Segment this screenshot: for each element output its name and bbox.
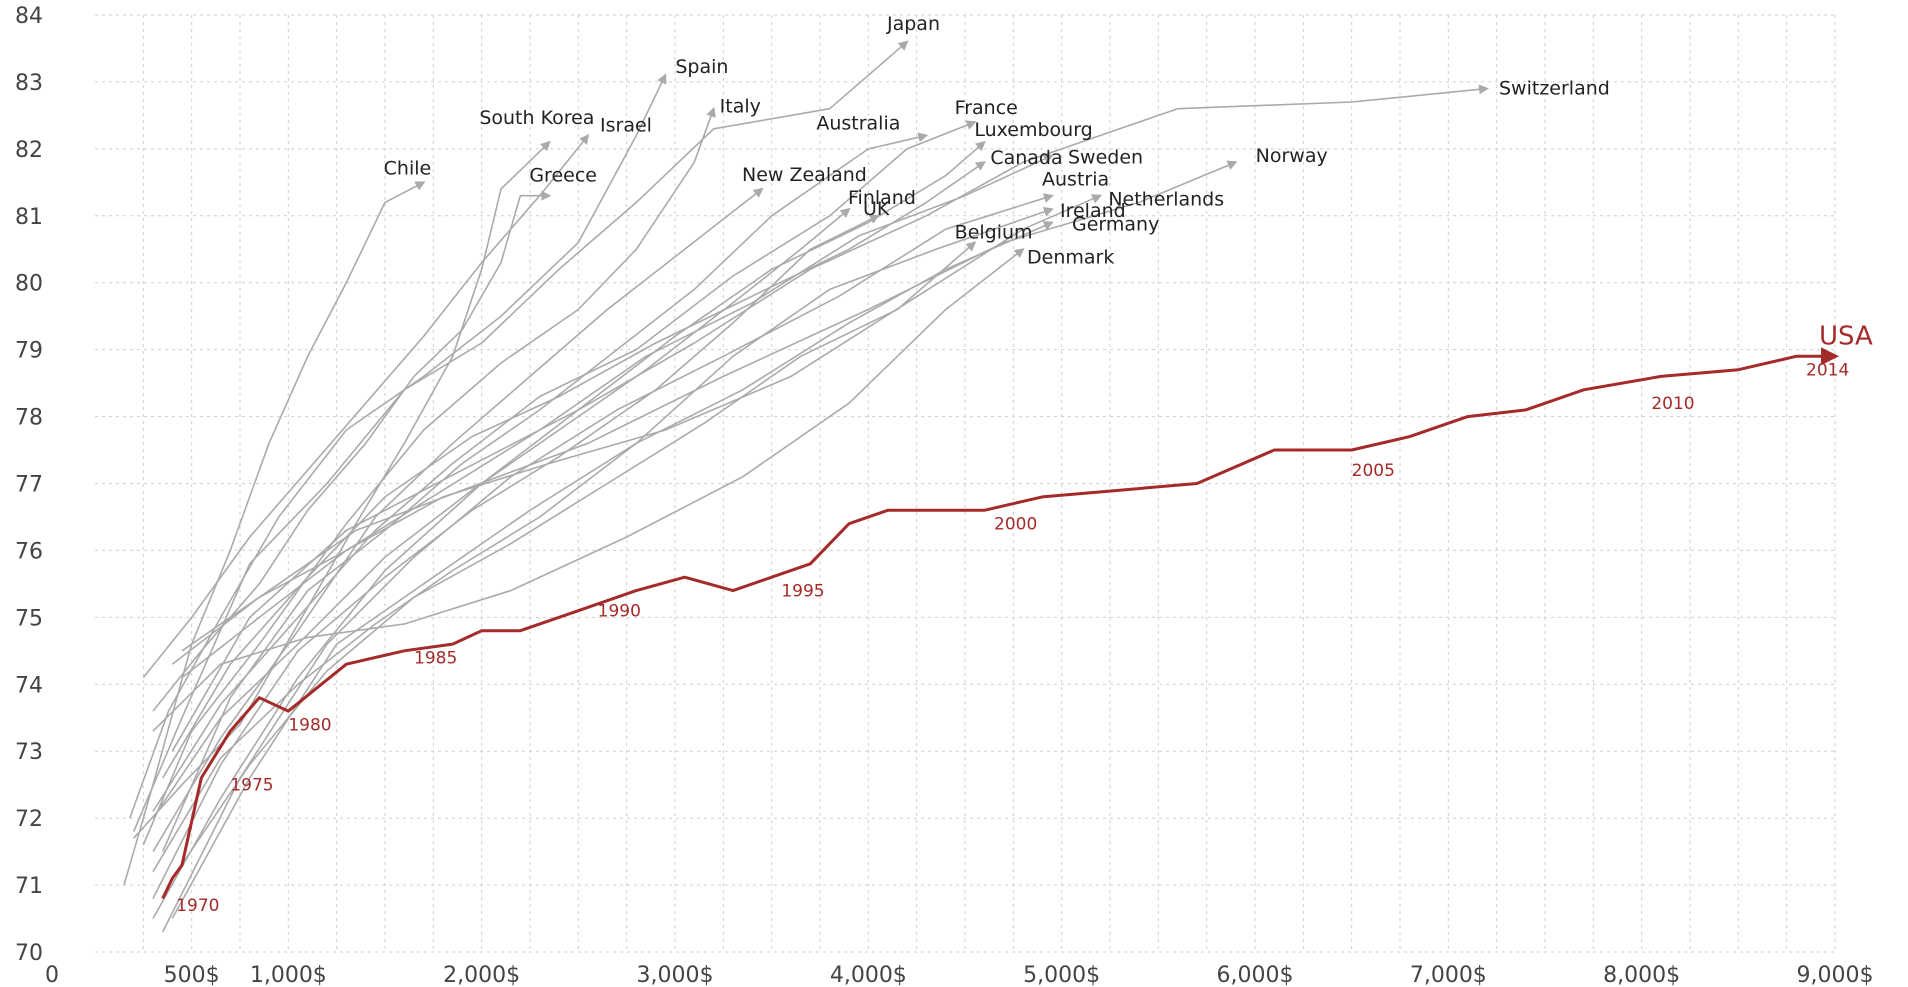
y-tick-label: 71 (15, 874, 43, 899)
y-tick-label: 79 (15, 339, 43, 364)
y-tick-label: 82 (15, 138, 43, 163)
series-label-finland: Finland (848, 187, 916, 209)
series-line-france (152, 120, 977, 812)
x-tick-label: 6,000$ (1217, 963, 1294, 987)
series-label-luxembourg: Luxembourg (974, 119, 1092, 141)
y-tick-label: 80 (15, 272, 43, 297)
series-label-spain: Spain (675, 56, 728, 78)
series-label-japan: Japan (886, 13, 940, 35)
series-line-italy (142, 106, 716, 846)
series-line-denmark (152, 248, 1025, 732)
series-label-italy: Italy (720, 96, 761, 118)
series-label-uk: UK (863, 198, 890, 220)
year-label-1990: 1990 (598, 602, 641, 622)
series-line-uk (152, 207, 851, 819)
year-label-1970: 1970 (176, 896, 219, 916)
x-tick-label: 5,000$ (1023, 963, 1100, 987)
year-label-1975: 1975 (230, 776, 273, 796)
x-tick-label: 500$ (164, 963, 220, 987)
x-tick-label: 3,000$ (637, 963, 714, 987)
year-label-1995: 1995 (781, 582, 824, 602)
y-tick-label: 83 (15, 71, 43, 96)
y-tick-label: 72 (15, 807, 43, 832)
series-line-netherlands (181, 194, 1103, 679)
series-line-spain (129, 73, 667, 819)
series-label-germany: Germany (1072, 213, 1159, 235)
series-label-usa: USA (1819, 321, 1873, 351)
series-label-israel: Israel (600, 114, 652, 136)
series-line-belgium (171, 241, 977, 879)
x-tick-label: 4,000$ (830, 963, 907, 987)
series-line-germany (171, 221, 1054, 919)
series-line-luxembourg (152, 140, 986, 919)
series-label-belgium: Belgium (955, 222, 1033, 244)
series-line-new-zealand (152, 187, 764, 853)
y-tick-label: 73 (15, 740, 43, 765)
y-tick-label: 78 (15, 406, 43, 431)
x-tick-label: 8,000$ (1603, 963, 1680, 987)
x-tick-label: 2,000$ (443, 963, 520, 987)
x-tick-label: 1,000$ (250, 963, 327, 987)
x-tick-label: 0 (45, 963, 59, 987)
series-line-finland (152, 214, 880, 899)
year-label-2014: 2014 (1806, 361, 1849, 381)
series-line-canada (162, 161, 986, 779)
series-label-norway: Norway (1256, 145, 1328, 167)
series-label-denmark: Denmark (1027, 246, 1114, 268)
series-label-south-korea: South Korea (479, 107, 594, 129)
series-label-canada: Canada (990, 147, 1062, 169)
grid (95, 14, 1836, 953)
series-labels: Japan Spain Italy Switzerland South Korea Isr… (384, 13, 1873, 352)
series-line-norway (171, 160, 1238, 665)
y-tick-label: 84 (15, 4, 43, 29)
year-label-1980: 1980 (288, 715, 331, 735)
series-label-greece: Greece (529, 165, 597, 187)
y-tick-label: 74 (15, 673, 43, 698)
series-label-chile: Chile (384, 157, 432, 179)
year-annotations: 1970 1975 1980 1985 1990 1995 2000 2005 2010 2014 (176, 361, 1849, 916)
series-line-ireland (152, 206, 1054, 873)
series-lines (123, 40, 1839, 933)
year-label-2010: 2010 (1651, 394, 1694, 414)
y-tick-label: 77 (15, 473, 43, 498)
y-tick-label: 75 (15, 606, 43, 631)
series-label-netherlands: Netherlands (1108, 189, 1224, 211)
year-label-2005: 2005 (1352, 461, 1395, 481)
axes: 70 71 72 73 74 75 76 77 78 79 80 81 82 83 84 0 500$ 1,000… (15, 4, 1873, 987)
series-line-japan (132, 40, 909, 832)
series-line-south-korea (133, 140, 551, 839)
year-label-1985: 1985 (414, 649, 457, 669)
y-tick-label: 70 (15, 941, 43, 966)
x-tick-label: 7,000$ (1410, 963, 1487, 987)
series-line-israel (142, 133, 590, 679)
series-label-switzerland: Switzerland (1499, 78, 1610, 100)
series-line-sweden (181, 154, 1054, 652)
year-label-2000: 2000 (994, 515, 1037, 535)
y-tick-label: 81 (15, 205, 43, 230)
series-line-usa (161, 347, 1839, 900)
series-line-australia (161, 132, 929, 852)
series-line-switzerland (171, 84, 1489, 752)
series-label-australia: Australia (816, 112, 900, 134)
series-label-austria: Austria (1042, 169, 1109, 191)
y-tick-label: 76 (15, 539, 43, 564)
series-label-sweden: Sweden (1068, 147, 1143, 169)
series-label-new-zealand: New Zealand (742, 164, 867, 186)
x-tick-label: 9,000$ (1797, 963, 1874, 987)
series-label-ireland: Ireland (1060, 200, 1126, 222)
series-line-austria (161, 193, 1054, 933)
series-label-france: France (955, 97, 1018, 119)
series-line-chile (123, 181, 426, 886)
